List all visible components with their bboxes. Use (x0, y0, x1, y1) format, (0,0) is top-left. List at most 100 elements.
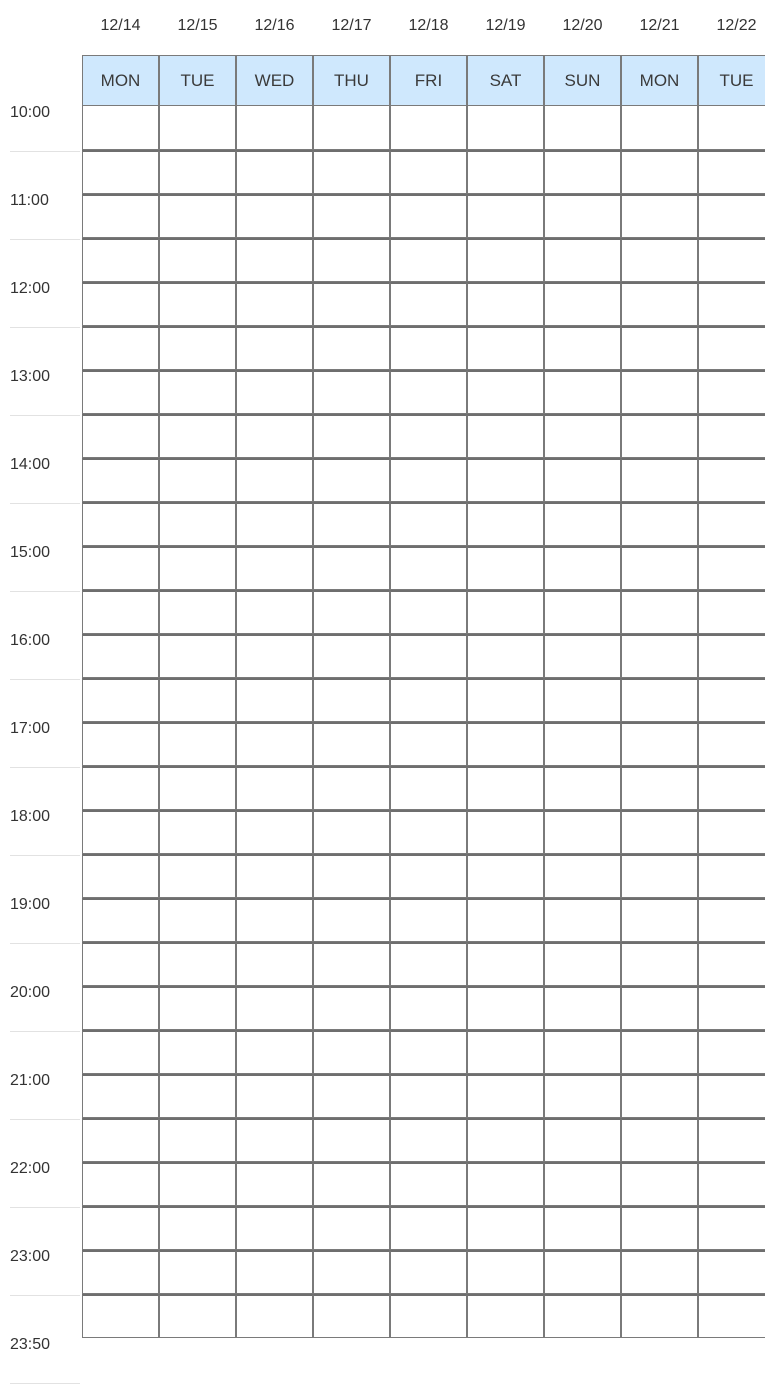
time-slot-cell[interactable] (621, 678, 698, 722)
time-slot-cell[interactable] (467, 1074, 544, 1118)
time-slot-cell[interactable] (698, 766, 765, 810)
time-slot-cell[interactable] (390, 150, 467, 194)
time-slot-cell[interactable] (236, 1162, 313, 1206)
time-slot-cell[interactable] (621, 898, 698, 942)
time-slot-cell[interactable] (621, 1074, 698, 1118)
time-slot-cell[interactable] (467, 766, 544, 810)
time-slot-cell[interactable] (390, 1206, 467, 1250)
time-slot-cell[interactable] (390, 1118, 467, 1162)
time-slot-cell[interactable] (467, 150, 544, 194)
time-slot-cell[interactable] (159, 1294, 236, 1338)
time-slot-cell[interactable] (390, 590, 467, 634)
time-slot-cell[interactable] (544, 546, 621, 590)
time-slot-cell[interactable] (82, 766, 159, 810)
time-slot-cell[interactable] (467, 194, 544, 238)
time-slot-cell[interactable] (313, 502, 390, 546)
time-slot-cell[interactable] (698, 722, 765, 766)
time-slot-cell[interactable] (467, 986, 544, 1030)
time-slot-cell[interactable] (698, 898, 765, 942)
time-slot-cell[interactable] (621, 150, 698, 194)
time-slot-cell[interactable] (621, 282, 698, 326)
time-slot-cell[interactable] (698, 1030, 765, 1074)
time-slot-cell[interactable] (698, 326, 765, 370)
time-slot-cell[interactable] (236, 1250, 313, 1294)
time-slot-cell[interactable] (544, 942, 621, 986)
time-slot-cell[interactable] (544, 238, 621, 282)
time-slot-cell[interactable] (159, 546, 236, 590)
time-slot-cell[interactable] (544, 150, 621, 194)
time-slot-cell[interactable] (544, 502, 621, 546)
time-slot-cell[interactable] (698, 854, 765, 898)
time-slot-cell[interactable] (236, 106, 313, 150)
time-slot-cell[interactable] (698, 194, 765, 238)
time-slot-cell[interactable] (390, 546, 467, 590)
time-slot-cell[interactable] (621, 1118, 698, 1162)
time-slot-cell[interactable] (390, 1250, 467, 1294)
time-slot-cell[interactable] (467, 1294, 544, 1338)
time-slot-cell[interactable] (82, 634, 159, 678)
time-slot-cell[interactable] (159, 678, 236, 722)
time-slot-cell[interactable] (159, 106, 236, 150)
time-slot-cell[interactable] (544, 1294, 621, 1338)
time-slot-cell[interactable] (698, 1294, 765, 1338)
time-slot-cell[interactable] (82, 1030, 159, 1074)
time-slot-cell[interactable] (698, 1162, 765, 1206)
time-slot-cell[interactable] (467, 458, 544, 502)
time-slot-cell[interactable] (698, 1250, 765, 1294)
time-slot-cell[interactable] (544, 1074, 621, 1118)
time-slot-cell[interactable] (544, 194, 621, 238)
time-slot-cell[interactable] (236, 458, 313, 502)
time-slot-cell[interactable] (698, 150, 765, 194)
time-slot-cell[interactable] (236, 1030, 313, 1074)
time-slot-cell[interactable] (82, 238, 159, 282)
time-slot-cell[interactable] (621, 942, 698, 986)
time-slot-cell[interactable] (621, 986, 698, 1030)
time-slot-cell[interactable] (82, 942, 159, 986)
time-slot-cell[interactable] (236, 854, 313, 898)
time-slot-cell[interactable] (621, 326, 698, 370)
time-slot-cell[interactable] (82, 106, 159, 150)
time-slot-cell[interactable] (313, 1250, 390, 1294)
time-slot-cell[interactable] (698, 282, 765, 326)
time-slot-cell[interactable] (390, 502, 467, 546)
time-slot-cell[interactable] (236, 722, 313, 766)
time-slot-cell[interactable] (544, 282, 621, 326)
time-slot-cell[interactable] (236, 1206, 313, 1250)
time-slot-cell[interactable] (159, 1250, 236, 1294)
time-slot-cell[interactable] (621, 414, 698, 458)
time-slot-cell[interactable] (159, 766, 236, 810)
time-slot-cell[interactable] (236, 282, 313, 326)
time-slot-cell[interactable] (313, 150, 390, 194)
time-slot-cell[interactable] (390, 942, 467, 986)
time-slot-cell[interactable] (313, 942, 390, 986)
time-slot-cell[interactable] (82, 546, 159, 590)
time-slot-cell[interactable] (159, 502, 236, 546)
time-slot-cell[interactable] (621, 546, 698, 590)
time-slot-cell[interactable] (236, 634, 313, 678)
time-slot-cell[interactable] (467, 238, 544, 282)
time-slot-cell[interactable] (82, 1206, 159, 1250)
time-slot-cell[interactable] (544, 678, 621, 722)
time-slot-cell[interactable] (698, 1206, 765, 1250)
time-slot-cell[interactable] (236, 678, 313, 722)
time-slot-cell[interactable] (313, 194, 390, 238)
time-slot-cell[interactable] (390, 1074, 467, 1118)
time-slot-cell[interactable] (698, 986, 765, 1030)
time-slot-cell[interactable] (313, 854, 390, 898)
time-slot-cell[interactable] (82, 810, 159, 854)
time-slot-cell[interactable] (159, 898, 236, 942)
time-slot-cell[interactable] (698, 942, 765, 986)
time-slot-cell[interactable] (313, 678, 390, 722)
time-slot-cell[interactable] (698, 634, 765, 678)
time-slot-cell[interactable] (544, 106, 621, 150)
time-slot-cell[interactable] (313, 1294, 390, 1338)
time-slot-cell[interactable] (698, 106, 765, 150)
time-slot-cell[interactable] (698, 370, 765, 414)
time-slot-cell[interactable] (621, 766, 698, 810)
time-slot-cell[interactable] (544, 326, 621, 370)
time-slot-cell[interactable] (159, 722, 236, 766)
time-slot-cell[interactable] (236, 1118, 313, 1162)
time-slot-cell[interactable] (544, 1206, 621, 1250)
time-slot-cell[interactable] (544, 634, 621, 678)
time-slot-cell[interactable] (82, 722, 159, 766)
